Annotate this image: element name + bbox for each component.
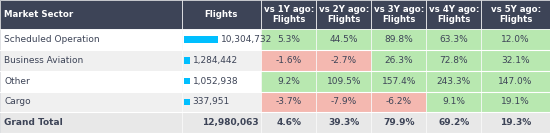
Bar xyxy=(316,71,371,92)
Text: 109.5%: 109.5% xyxy=(327,77,361,86)
Text: -3.7%: -3.7% xyxy=(276,97,302,106)
Bar xyxy=(481,29,550,50)
Bar xyxy=(481,92,550,112)
Bar xyxy=(261,0,316,29)
Bar xyxy=(261,29,316,50)
Bar xyxy=(426,71,481,92)
Text: Business Aviation: Business Aviation xyxy=(4,56,84,65)
Bar xyxy=(261,92,316,112)
Text: 337,951: 337,951 xyxy=(192,97,230,106)
Text: 243.3%: 243.3% xyxy=(437,77,471,86)
Text: 9.2%: 9.2% xyxy=(277,77,300,86)
Bar xyxy=(481,50,550,71)
Bar xyxy=(0,0,182,29)
Bar xyxy=(261,71,316,92)
Bar xyxy=(481,0,550,29)
Bar xyxy=(0,50,182,71)
Text: 44.5%: 44.5% xyxy=(329,35,358,44)
Text: 69.2%: 69.2% xyxy=(438,118,469,127)
Text: 10,304,732: 10,304,732 xyxy=(221,35,272,44)
Bar xyxy=(316,0,371,29)
Bar xyxy=(182,71,261,92)
Bar xyxy=(184,78,190,84)
Text: 26.3%: 26.3% xyxy=(384,56,413,65)
Text: Other: Other xyxy=(4,77,30,86)
Text: Market Sector: Market Sector xyxy=(4,10,74,19)
Bar xyxy=(316,29,371,50)
Bar xyxy=(481,71,550,92)
Bar xyxy=(316,92,371,112)
Bar xyxy=(182,92,261,112)
Text: 12.0%: 12.0% xyxy=(501,35,530,44)
Bar xyxy=(0,29,182,50)
Bar xyxy=(182,0,261,29)
Bar xyxy=(184,57,190,64)
Text: 63.3%: 63.3% xyxy=(439,35,468,44)
Bar xyxy=(182,29,261,50)
Bar xyxy=(184,99,190,105)
Bar xyxy=(371,0,426,29)
Bar xyxy=(426,92,481,112)
Text: 19.1%: 19.1% xyxy=(501,97,530,106)
Text: vs 5Y ago:
Flights: vs 5Y ago: Flights xyxy=(491,5,541,24)
Text: 79.9%: 79.9% xyxy=(383,118,415,127)
Text: 9.1%: 9.1% xyxy=(442,97,465,106)
Text: -7.9%: -7.9% xyxy=(331,97,357,106)
Bar xyxy=(182,112,261,133)
Bar xyxy=(426,112,481,133)
Bar xyxy=(261,50,316,71)
Text: vs 4Y ago:
Flights: vs 4Y ago: Flights xyxy=(428,5,479,24)
Bar xyxy=(426,0,481,29)
Text: Flights: Flights xyxy=(205,10,238,19)
Text: 147.0%: 147.0% xyxy=(498,77,533,86)
Text: -6.2%: -6.2% xyxy=(386,97,412,106)
Text: vs 3Y ago:
Flights: vs 3Y ago: Flights xyxy=(373,5,424,24)
Bar xyxy=(0,71,182,92)
Bar xyxy=(184,36,218,43)
Bar xyxy=(426,50,481,71)
Text: -2.7%: -2.7% xyxy=(331,56,357,65)
Text: -1.6%: -1.6% xyxy=(276,56,302,65)
Bar xyxy=(426,29,481,50)
Text: 72.8%: 72.8% xyxy=(439,56,468,65)
Text: 19.3%: 19.3% xyxy=(500,118,531,127)
Text: 12,980,063: 12,980,063 xyxy=(202,118,258,127)
Bar xyxy=(371,112,426,133)
Bar xyxy=(371,29,426,50)
Bar xyxy=(182,50,261,71)
Text: vs 1Y ago:
Flights: vs 1Y ago: Flights xyxy=(263,5,314,24)
Text: Grand Total: Grand Total xyxy=(4,118,63,127)
Text: Scheduled Operation: Scheduled Operation xyxy=(4,35,100,44)
Bar xyxy=(316,50,371,71)
Bar xyxy=(371,92,426,112)
Text: 1,052,938: 1,052,938 xyxy=(192,77,238,86)
Text: Cargo: Cargo xyxy=(4,97,31,106)
Bar xyxy=(316,112,371,133)
Bar xyxy=(481,112,550,133)
Text: 39.3%: 39.3% xyxy=(328,118,359,127)
Text: 1,284,442: 1,284,442 xyxy=(192,56,238,65)
Text: 5.3%: 5.3% xyxy=(277,35,300,44)
Text: 157.4%: 157.4% xyxy=(382,77,416,86)
Bar xyxy=(371,50,426,71)
Bar xyxy=(0,92,182,112)
Bar xyxy=(371,71,426,92)
Bar xyxy=(261,112,316,133)
Text: vs 2Y ago:
Flights: vs 2Y ago: Flights xyxy=(318,5,369,24)
Text: 89.8%: 89.8% xyxy=(384,35,413,44)
Bar xyxy=(0,112,182,133)
Text: 32.1%: 32.1% xyxy=(501,56,530,65)
Text: 4.6%: 4.6% xyxy=(276,118,301,127)
